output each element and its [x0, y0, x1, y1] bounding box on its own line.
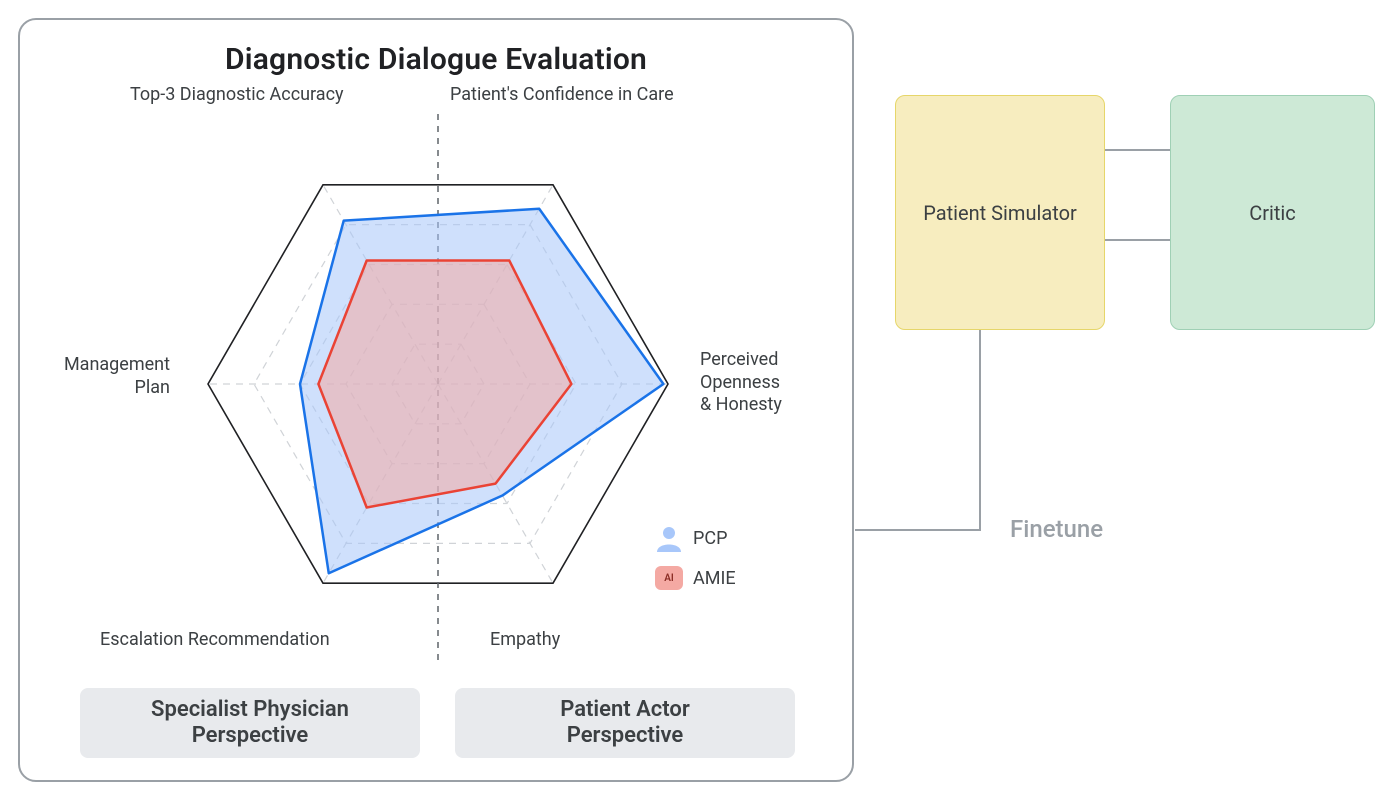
- axis-label-mgmt: Management Plan: [30, 354, 170, 399]
- panel-title: Diagnostic Dialogue Evaluation: [20, 42, 852, 77]
- patient-simulator-box: Patient Simulator: [895, 95, 1105, 330]
- patient-simulator-label: Patient Simulator: [923, 201, 1077, 225]
- axis-label-confidence: Patient's Confidence in Care: [450, 84, 730, 107]
- legend-pcp-label: PCP: [693, 528, 727, 549]
- axis-label-topk: Top-3 Diagnostic Accuracy: [130, 84, 410, 107]
- specialist-perspective-box: Specialist Physician Perspective: [80, 688, 420, 758]
- finetune-label: Finetune: [1010, 515, 1103, 543]
- patient-perspective-box: Patient Actor Perspective: [455, 688, 795, 758]
- person-icon: [655, 524, 683, 552]
- axis-label-empathy: Empathy: [490, 629, 640, 652]
- legend-row-pcp: PCP: [655, 524, 736, 552]
- axis-label-openness: Perceived Openness & Honesty: [700, 349, 850, 417]
- evaluation-panel: Diagnostic Dialogue Evaluation Patient's…: [18, 18, 854, 782]
- critic-label: Critic: [1249, 201, 1296, 225]
- legend-amie-label: AMIE: [693, 568, 736, 589]
- critic-box: Critic: [1170, 95, 1375, 330]
- legend-row-amie: AI AMIE: [655, 566, 736, 590]
- legend: PCP AI AMIE: [655, 524, 736, 604]
- ai-badge-icon: AI: [655, 566, 683, 590]
- axis-label-escalation: Escalation Recommendation: [100, 629, 400, 652]
- radar-chart: Patient's Confidence in Care Perceived O…: [20, 84, 856, 664]
